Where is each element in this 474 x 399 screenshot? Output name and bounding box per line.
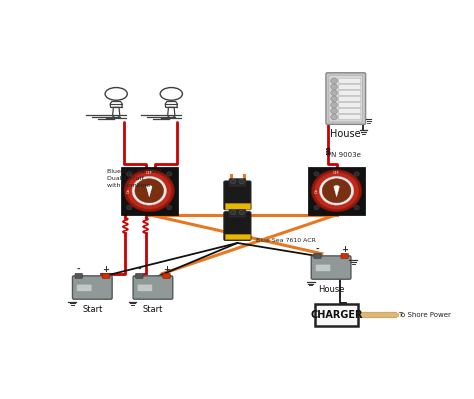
Text: CHARGER: CHARGER bbox=[310, 310, 363, 320]
FancyBboxPatch shape bbox=[137, 284, 153, 292]
Circle shape bbox=[127, 205, 132, 209]
Circle shape bbox=[331, 102, 337, 108]
Circle shape bbox=[331, 96, 337, 102]
FancyBboxPatch shape bbox=[339, 78, 361, 83]
FancyBboxPatch shape bbox=[163, 273, 170, 279]
FancyBboxPatch shape bbox=[102, 273, 109, 279]
Circle shape bbox=[311, 170, 362, 212]
Text: House: House bbox=[318, 285, 344, 294]
Text: House: House bbox=[330, 129, 361, 139]
FancyBboxPatch shape bbox=[76, 284, 92, 292]
Circle shape bbox=[314, 172, 319, 176]
Text: OFF: OFF bbox=[146, 172, 153, 176]
FancyBboxPatch shape bbox=[73, 276, 112, 299]
FancyBboxPatch shape bbox=[314, 253, 321, 258]
FancyBboxPatch shape bbox=[339, 103, 361, 107]
FancyBboxPatch shape bbox=[136, 273, 143, 279]
FancyBboxPatch shape bbox=[120, 167, 178, 215]
FancyBboxPatch shape bbox=[339, 109, 361, 113]
Circle shape bbox=[331, 78, 337, 83]
FancyBboxPatch shape bbox=[225, 203, 249, 209]
FancyBboxPatch shape bbox=[224, 211, 251, 241]
FancyBboxPatch shape bbox=[133, 276, 173, 299]
Text: Blue Sea PN 6011
Dual Circuit
with Combine: Blue Sea PN 6011 Dual Circuit with Combi… bbox=[107, 169, 163, 188]
Circle shape bbox=[167, 205, 172, 209]
FancyBboxPatch shape bbox=[316, 304, 358, 326]
Circle shape bbox=[331, 84, 337, 89]
Text: On: On bbox=[127, 188, 131, 193]
Text: -: - bbox=[137, 265, 141, 274]
FancyBboxPatch shape bbox=[326, 73, 365, 124]
Text: To Shore Power: To Shore Power bbox=[398, 312, 451, 318]
Circle shape bbox=[354, 205, 359, 209]
FancyBboxPatch shape bbox=[224, 181, 251, 210]
Circle shape bbox=[132, 176, 166, 205]
Text: +: + bbox=[102, 265, 109, 274]
Circle shape bbox=[167, 172, 172, 176]
Circle shape bbox=[314, 205, 319, 209]
Polygon shape bbox=[146, 186, 152, 197]
Circle shape bbox=[331, 90, 337, 96]
FancyBboxPatch shape bbox=[311, 256, 351, 279]
Circle shape bbox=[354, 172, 359, 176]
Text: PN 9003e: PN 9003e bbox=[328, 152, 361, 158]
Circle shape bbox=[230, 180, 236, 184]
FancyBboxPatch shape bbox=[229, 209, 246, 217]
Circle shape bbox=[135, 179, 164, 203]
FancyBboxPatch shape bbox=[75, 273, 82, 279]
Circle shape bbox=[239, 210, 244, 215]
Circle shape bbox=[314, 172, 359, 209]
Text: Start: Start bbox=[143, 305, 163, 314]
Text: On: On bbox=[315, 188, 319, 193]
Circle shape bbox=[127, 172, 172, 209]
Text: Blue Sea 7610 ACR: Blue Sea 7610 ACR bbox=[256, 238, 316, 243]
Circle shape bbox=[230, 210, 236, 215]
FancyBboxPatch shape bbox=[339, 84, 361, 89]
Text: +: + bbox=[341, 245, 348, 254]
FancyBboxPatch shape bbox=[341, 253, 348, 258]
Text: +: + bbox=[163, 265, 170, 274]
Text: Start: Start bbox=[82, 305, 102, 314]
Circle shape bbox=[239, 180, 244, 184]
FancyBboxPatch shape bbox=[329, 75, 363, 122]
FancyBboxPatch shape bbox=[308, 167, 365, 215]
FancyBboxPatch shape bbox=[339, 115, 361, 120]
FancyBboxPatch shape bbox=[339, 97, 361, 101]
FancyBboxPatch shape bbox=[229, 179, 246, 186]
Circle shape bbox=[322, 179, 351, 203]
Circle shape bbox=[319, 176, 354, 205]
FancyBboxPatch shape bbox=[225, 234, 249, 239]
Circle shape bbox=[124, 170, 174, 212]
FancyBboxPatch shape bbox=[315, 264, 331, 272]
Circle shape bbox=[127, 172, 132, 176]
Text: OFF: OFF bbox=[333, 172, 340, 176]
Circle shape bbox=[331, 114, 337, 120]
Text: -: - bbox=[77, 265, 81, 274]
FancyBboxPatch shape bbox=[339, 90, 361, 95]
Text: -: - bbox=[316, 245, 319, 254]
Polygon shape bbox=[334, 186, 339, 197]
Circle shape bbox=[331, 108, 337, 114]
